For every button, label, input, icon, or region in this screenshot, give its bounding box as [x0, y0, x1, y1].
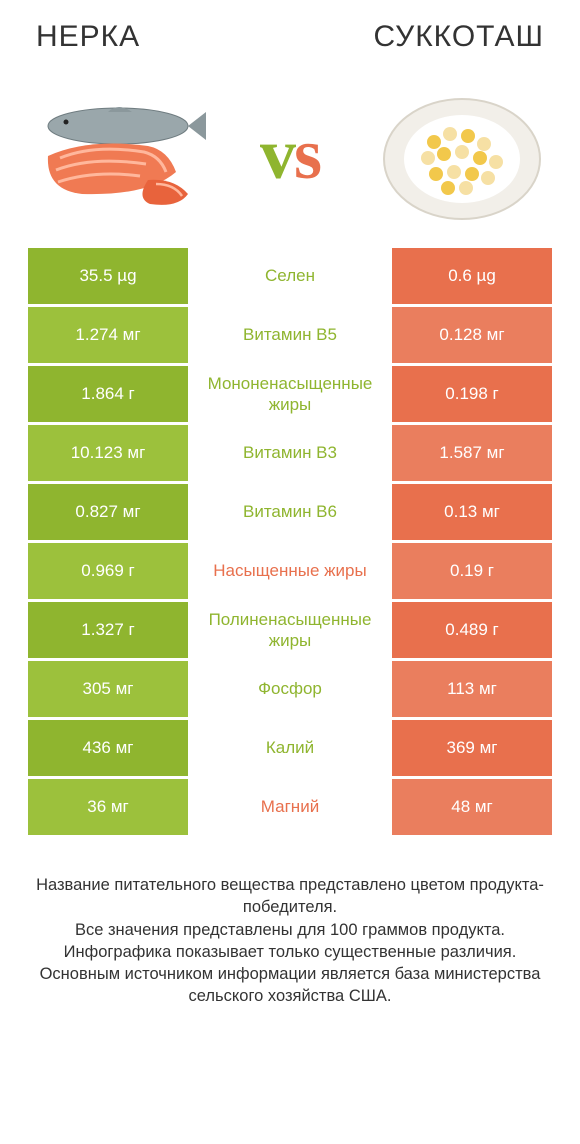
- nutrient-name: Полиненасыщенные жиры: [188, 602, 392, 658]
- right-product-image: [372, 84, 552, 224]
- nutrient-name: Селен: [188, 248, 392, 304]
- table-row: 36 мгМагний48 мг: [28, 779, 552, 835]
- nutrient-name: Калий: [188, 720, 392, 776]
- table-row: 35.5 µgСелен0.6 µg: [28, 248, 552, 304]
- nutrient-name: Магний: [188, 779, 392, 835]
- table-row: 1.327 гПолиненасыщенные жиры0.489 г: [28, 602, 552, 658]
- right-product-title: СУККОТАШ: [373, 20, 544, 54]
- footer-line: Все значения представлены для 100 граммо…: [24, 919, 556, 941]
- left-value: 1.864 г: [28, 366, 188, 422]
- vs-label: vs: [260, 118, 320, 190]
- table-row: 305 мгФосфор113 мг: [28, 661, 552, 717]
- right-value: 1.587 мг: [392, 425, 552, 481]
- footer-line: Основным источником информации является …: [24, 963, 556, 1008]
- nutrient-name: Мононенасыщенные жиры: [188, 366, 392, 422]
- right-value: 0.13 мг: [392, 484, 552, 540]
- left-value: 0.827 мг: [28, 484, 188, 540]
- right-value: 0.6 µg: [392, 248, 552, 304]
- title-row: НЕРКА СУККОТАШ: [0, 0, 580, 54]
- right-value: 0.19 г: [392, 543, 552, 599]
- table-row: 1.274 мгВитамин B50.128 мг: [28, 307, 552, 363]
- left-value: 1.274 мг: [28, 307, 188, 363]
- comparison-table: 35.5 µgСелен0.6 µg1.274 мгВитамин B50.12…: [0, 248, 580, 838]
- right-value: 0.128 мг: [392, 307, 552, 363]
- right-value: 113 мг: [392, 661, 552, 717]
- left-value: 0.969 г: [28, 543, 188, 599]
- right-value: 0.198 г: [392, 366, 552, 422]
- footer-line: Инфографика показывает только существенн…: [24, 941, 556, 963]
- footer-text: Название питательного вещества представл…: [0, 838, 580, 1008]
- left-value: 10.123 мг: [28, 425, 188, 481]
- left-value: 1.327 г: [28, 602, 188, 658]
- table-row: 436 мгКалий369 мг: [28, 720, 552, 776]
- nutrient-name: Фосфор: [188, 661, 392, 717]
- nutrient-name: Витамин B3: [188, 425, 392, 481]
- nutrient-name: Витамин B6: [188, 484, 392, 540]
- table-row: 0.969 гНасыщенные жиры0.19 г: [28, 543, 552, 599]
- nutrient-name: Насыщенные жиры: [188, 543, 392, 599]
- left-product-image: [28, 84, 208, 224]
- left-value: 36 мг: [28, 779, 188, 835]
- left-value: 35.5 µg: [28, 248, 188, 304]
- hero-row: vs: [0, 54, 580, 248]
- right-value: 369 мг: [392, 720, 552, 776]
- left-value: 436 мг: [28, 720, 188, 776]
- nutrient-name: Витамин B5: [188, 307, 392, 363]
- left-product-title: НЕРКА: [36, 20, 140, 54]
- footer-line: Название питательного вещества представл…: [24, 874, 556, 919]
- right-value: 48 мг: [392, 779, 552, 835]
- table-row: 1.864 гМононенасыщенные жиры0.198 г: [28, 366, 552, 422]
- right-value: 0.489 г: [392, 602, 552, 658]
- left-value: 305 мг: [28, 661, 188, 717]
- table-row: 0.827 мгВитамин B60.13 мг: [28, 484, 552, 540]
- table-row: 10.123 мгВитамин B31.587 мг: [28, 425, 552, 481]
